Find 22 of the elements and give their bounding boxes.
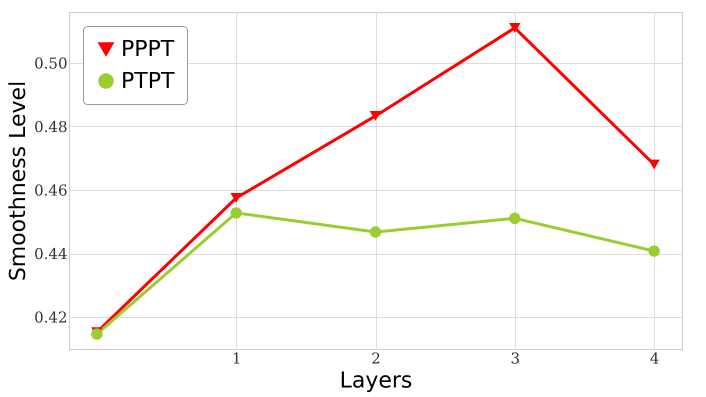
y-tick-label: 0.50 [34, 54, 68, 72]
point [648, 245, 660, 257]
point [509, 22, 521, 33]
x-axis-title: Layers [340, 368, 412, 394]
y-tick-label: 0.46 [34, 182, 68, 200]
y-tick-label: 0.42 [34, 308, 68, 327]
y-tick-label: 0.48 [34, 118, 68, 136]
x-tick-label: 3 [510, 350, 520, 368]
point [509, 212, 521, 224]
y-tick-label: 0.44 [34, 245, 68, 264]
x-tick-label: 4 [650, 350, 660, 368]
point [370, 111, 382, 121]
legend-label: PTPT [121, 69, 175, 94]
point [230, 207, 242, 219]
point [91, 328, 103, 340]
x-tick-label: 1 [232, 350, 242, 368]
legend-label: PPPT [121, 37, 175, 62]
point [370, 226, 382, 238]
point [230, 193, 242, 203]
point [648, 160, 660, 170]
x-tick-label: 2 [371, 350, 381, 368]
y-axis-title: Smoothness Level [6, 80, 32, 282]
